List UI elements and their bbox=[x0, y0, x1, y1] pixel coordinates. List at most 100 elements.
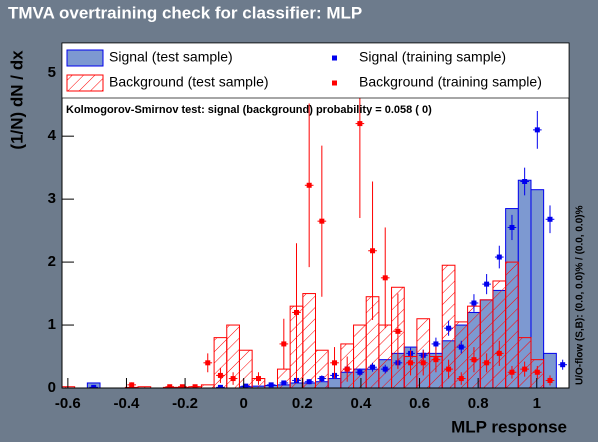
y-tick-label: 1 bbox=[48, 316, 56, 333]
point-marker bbox=[281, 380, 287, 386]
point-marker bbox=[332, 360, 338, 366]
data-point bbox=[254, 372, 263, 385]
point-marker bbox=[484, 281, 490, 287]
data-point bbox=[532, 110, 542, 149]
legend: Signal (test sample) Background (test sam… bbox=[61, 42, 570, 99]
point-marker bbox=[547, 216, 553, 222]
legend-swatch bbox=[66, 49, 104, 67]
x-tick-label: 0.6 bbox=[409, 395, 430, 412]
histogram-bar bbox=[479, 299, 494, 388]
x-tick-label: -0.6 bbox=[55, 395, 81, 412]
y-tick-label: 5 bbox=[48, 64, 56, 81]
point-marker bbox=[484, 360, 490, 366]
point-marker bbox=[192, 384, 198, 388]
point-marker bbox=[319, 218, 325, 224]
point-marker bbox=[522, 179, 528, 185]
legend-swatch bbox=[332, 80, 337, 86]
legend-label: Signal (training sample) bbox=[359, 49, 506, 65]
data-point bbox=[520, 167, 529, 196]
point-marker bbox=[344, 366, 350, 372]
y-axis-title: (1/N) dN / dx bbox=[7, 50, 26, 150]
data-point bbox=[380, 227, 390, 329]
data-point bbox=[393, 293, 403, 370]
data-point bbox=[494, 245, 504, 269]
point-marker bbox=[91, 384, 97, 388]
data-point bbox=[558, 359, 567, 370]
legend-label: Background (test sample) bbox=[109, 74, 269, 90]
point-marker bbox=[382, 366, 388, 372]
data-point bbox=[507, 365, 517, 379]
data-point bbox=[482, 274, 491, 295]
data-point bbox=[545, 205, 555, 234]
data-point bbox=[431, 347, 441, 373]
point-marker bbox=[471, 300, 477, 306]
data-point bbox=[304, 379, 314, 385]
x-tick-label: 0.4 bbox=[350, 395, 372, 412]
legend-swatch bbox=[332, 55, 337, 61]
point-marker bbox=[243, 383, 249, 388]
x-tick-label: 0.2 bbox=[292, 395, 313, 412]
point-marker bbox=[167, 384, 173, 388]
y-tick-label: 4 bbox=[48, 127, 57, 144]
data-point bbox=[456, 340, 466, 354]
point-marker bbox=[205, 360, 211, 366]
point-marker bbox=[534, 127, 540, 133]
data-point bbox=[228, 372, 238, 385]
point-marker bbox=[357, 121, 363, 127]
y-tick-label: 3 bbox=[48, 190, 56, 207]
point-marker bbox=[293, 309, 299, 315]
point-marker bbox=[446, 366, 452, 372]
data-point bbox=[330, 347, 339, 379]
data-point bbox=[482, 353, 491, 373]
data-point bbox=[342, 356, 352, 382]
data-point bbox=[241, 383, 251, 388]
legend-swatch bbox=[66, 74, 104, 92]
annotation: Kolmogorov-Smirnov test: signal (backgro… bbox=[66, 104, 432, 116]
point-marker bbox=[395, 328, 401, 334]
data-point bbox=[532, 365, 542, 379]
data-point bbox=[469, 347, 479, 373]
point-marker bbox=[357, 369, 363, 375]
x-tick-label: -0.2 bbox=[172, 395, 198, 412]
point-marker bbox=[534, 369, 540, 375]
overflow-note: U/O-flow (S,B): (0.0, 0.0)% / (0.0, 0.0)… bbox=[575, 205, 586, 385]
legend-label: Background (training sample) bbox=[359, 74, 542, 90]
point-marker bbox=[370, 248, 376, 254]
histogram-bar bbox=[302, 293, 317, 388]
data-point bbox=[304, 103, 314, 268]
data-point bbox=[444, 359, 453, 379]
data-point bbox=[368, 362, 377, 372]
data-point bbox=[380, 364, 390, 374]
histogram-bar bbox=[315, 349, 329, 388]
point-marker bbox=[496, 254, 502, 260]
data-point bbox=[507, 214, 517, 241]
point-marker bbox=[509, 369, 515, 375]
data-point bbox=[494, 340, 504, 366]
y-tick-label: 2 bbox=[48, 253, 56, 270]
data-point bbox=[292, 243, 301, 382]
histogram-bar bbox=[238, 349, 253, 388]
data-point bbox=[355, 368, 365, 377]
point-marker bbox=[433, 341, 439, 347]
point-marker bbox=[255, 376, 261, 382]
histogram-bar bbox=[353, 324, 367, 388]
point-marker bbox=[370, 364, 376, 370]
point-marker bbox=[471, 357, 477, 363]
point-marker bbox=[408, 360, 414, 366]
data-point bbox=[317, 145, 327, 297]
point-marker bbox=[268, 382, 274, 388]
point-marker bbox=[458, 376, 464, 382]
data-point bbox=[266, 382, 276, 388]
point-marker bbox=[179, 384, 185, 388]
data-point bbox=[520, 361, 529, 377]
point-marker bbox=[217, 372, 223, 378]
data-point bbox=[216, 367, 225, 383]
point-marker bbox=[458, 344, 464, 350]
point-marker bbox=[433, 357, 439, 363]
point-marker bbox=[306, 379, 312, 385]
data-point bbox=[127, 382, 137, 388]
data-point bbox=[317, 375, 327, 382]
data-point bbox=[418, 350, 428, 376]
point-marker bbox=[319, 376, 325, 382]
legend-label: Signal (test sample) bbox=[109, 49, 233, 65]
